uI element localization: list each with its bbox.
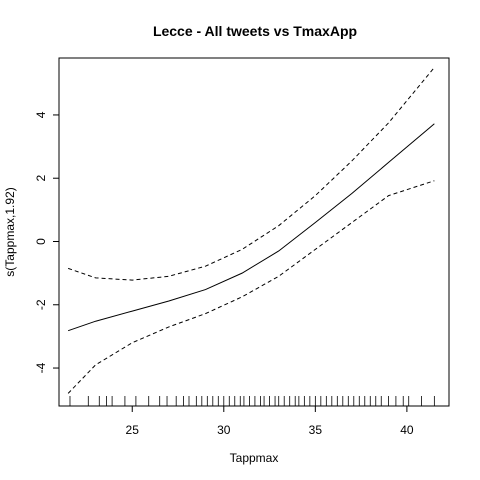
confidence-band-line xyxy=(67,180,435,394)
x-tick-label: 35 xyxy=(309,423,323,437)
x-tick-label: 25 xyxy=(126,423,140,437)
plot-frame xyxy=(58,57,450,407)
axes: 25 30 35 40 -4 -2 0 2 4 xyxy=(34,111,414,437)
y-tick-label: 2 xyxy=(34,175,48,182)
rug-plot xyxy=(69,396,435,406)
confidence-band-line xyxy=(67,67,435,281)
chart-title: Lecce - All tweets vs TmaxApp xyxy=(153,23,357,39)
y-tick-label: 4 xyxy=(34,111,48,118)
x-axis-label: Tappmax xyxy=(230,451,279,465)
y-tick-label: -2 xyxy=(34,299,48,310)
smooth-fit-line xyxy=(67,123,435,332)
y-tick-label: -4 xyxy=(34,362,48,373)
x-tick-label: 30 xyxy=(217,423,231,437)
curves xyxy=(67,67,435,394)
x-tick-label: 40 xyxy=(400,423,414,437)
y-tick-label: 0 xyxy=(34,238,48,245)
y-axis-label: s(Tappmax,1.92) xyxy=(3,187,17,276)
